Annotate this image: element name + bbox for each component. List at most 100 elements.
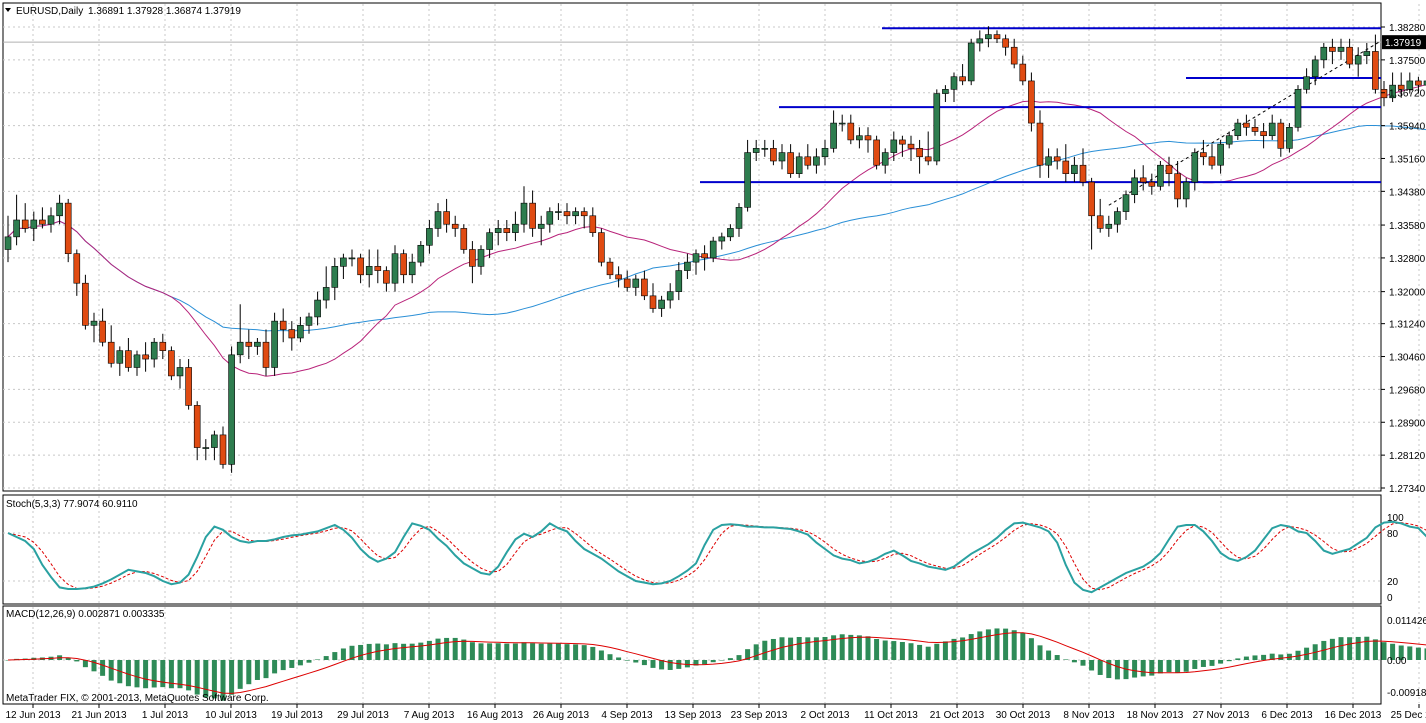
macd-bar <box>246 660 252 685</box>
macd-bar <box>590 646 596 660</box>
footer-copyright: MetaTrader FIX, © 2001-2013, MetaQuotes … <box>6 693 269 704</box>
macd-bar <box>194 660 200 695</box>
macd-bar <box>220 660 226 701</box>
bull-candle <box>434 211 442 229</box>
macd-bar <box>1114 660 1120 680</box>
bear-candle <box>400 253 407 276</box>
macd-bar <box>908 643 914 660</box>
macd-bar <box>848 634 854 660</box>
macd-bar <box>1020 632 1026 660</box>
macd-signal-line <box>7 632 1426 694</box>
bear-candle <box>1148 181 1156 187</box>
bull-candle <box>1225 135 1233 145</box>
price-tick-label: 1.32800 <box>1389 254 1426 265</box>
macd-bar <box>297 660 303 666</box>
macd-bar <box>65 657 71 660</box>
price-tick-label: 1.28900 <box>1389 418 1426 429</box>
bull-candle <box>1294 89 1302 128</box>
bear-candle <box>262 341 270 368</box>
bear-candle <box>357 257 364 276</box>
macd-bar <box>160 660 166 688</box>
bear-candle <box>1372 51 1379 90</box>
macd-bar <box>74 660 80 662</box>
macd-bar <box>366 643 372 660</box>
macd-bar <box>289 660 295 668</box>
macd-bar <box>177 660 183 689</box>
macd-bar <box>745 649 751 660</box>
bear-candle <box>615 274 622 280</box>
macd-bar <box>951 638 957 660</box>
bear-candle <box>580 211 588 217</box>
bear-candle <box>279 320 287 330</box>
bear-candle <box>701 253 708 259</box>
bull-candle <box>56 202 63 217</box>
stochastic-panel: Stoch(5,3,3) 77.9074 60.9110 <box>2 494 1426 605</box>
bull-candle <box>520 202 528 225</box>
bear-candle <box>503 228 511 233</box>
macd-tick-label: 0.011426 <box>1387 616 1426 627</box>
bull-candle <box>985 34 992 40</box>
macd-bar <box>960 637 966 660</box>
macd-bar <box>1398 645 1404 660</box>
macd-bar <box>1166 660 1172 673</box>
bull-candle <box>1217 143 1224 166</box>
bull-candle <box>666 291 674 301</box>
bull-candle <box>856 135 863 141</box>
bull-candle <box>546 211 554 225</box>
bull-candle <box>752 148 760 153</box>
stochastic-label: Stoch(5,3,3) 77.9074 60.9110 <box>6 499 138 510</box>
dropdown-arrow-icon[interactable] <box>5 8 11 12</box>
bull-candle <box>228 354 235 465</box>
date-tick-label: 21 Jun 2013 <box>71 710 126 721</box>
bear-candle <box>623 278 631 288</box>
macd-bar <box>1175 660 1181 673</box>
macd-bar <box>977 631 983 660</box>
bear-candle <box>1165 164 1173 174</box>
bear-candle <box>1139 177 1147 183</box>
macd-bar <box>598 650 604 660</box>
bull-candle <box>13 219 20 238</box>
bear-candle <box>460 228 468 250</box>
price-tick-label: 1.29680 <box>1389 385 1426 396</box>
bear-candle <box>1251 126 1259 132</box>
macd-axis: 0.011426 0.00 -0.009187 <box>1387 616 1426 699</box>
bull-candle <box>477 249 485 267</box>
macd-bar <box>1028 638 1034 660</box>
macd-bar <box>719 660 725 661</box>
bear-candle <box>193 405 201 448</box>
macd-bar <box>151 660 157 688</box>
price-axis: 1.38280 1.37500 1.36720 1.35940 1.35160 1.343… <box>1381 23 1426 495</box>
bear-candle <box>451 223 459 229</box>
macd-tick-label: -0.009187 <box>1387 688 1426 699</box>
macd-bar <box>1157 660 1163 674</box>
bull-candle <box>795 156 803 174</box>
bull-candle <box>1157 164 1164 187</box>
candles <box>4 26 1426 473</box>
macd-bar <box>229 660 235 695</box>
macd-bar <box>1295 650 1301 660</box>
macd-bar <box>323 656 329 660</box>
macd-bar <box>1347 637 1353 660</box>
bull-candle <box>236 341 244 356</box>
date-tick-label: 11 Oct 2013 <box>864 710 918 721</box>
macd-bar <box>1390 643 1396 660</box>
macd-bar <box>108 660 114 681</box>
macd-bar <box>676 660 682 669</box>
bear-candle <box>1208 156 1216 166</box>
macd-bar <box>727 658 733 660</box>
macd-bar <box>82 660 88 668</box>
macd-bar <box>1329 638 1335 660</box>
bear-candle <box>39 219 46 225</box>
bear-candle <box>770 148 777 162</box>
macd-bar <box>1269 653 1275 660</box>
macd-bar <box>1218 660 1224 664</box>
macd-bar <box>1149 660 1155 676</box>
bear-candle <box>245 341 253 347</box>
macd-bar <box>211 660 217 699</box>
bull-candle <box>254 341 261 347</box>
macd-bar <box>254 660 260 680</box>
bear-candle <box>185 367 192 406</box>
bear-candle <box>589 215 597 233</box>
bull-candle <box>512 223 519 233</box>
